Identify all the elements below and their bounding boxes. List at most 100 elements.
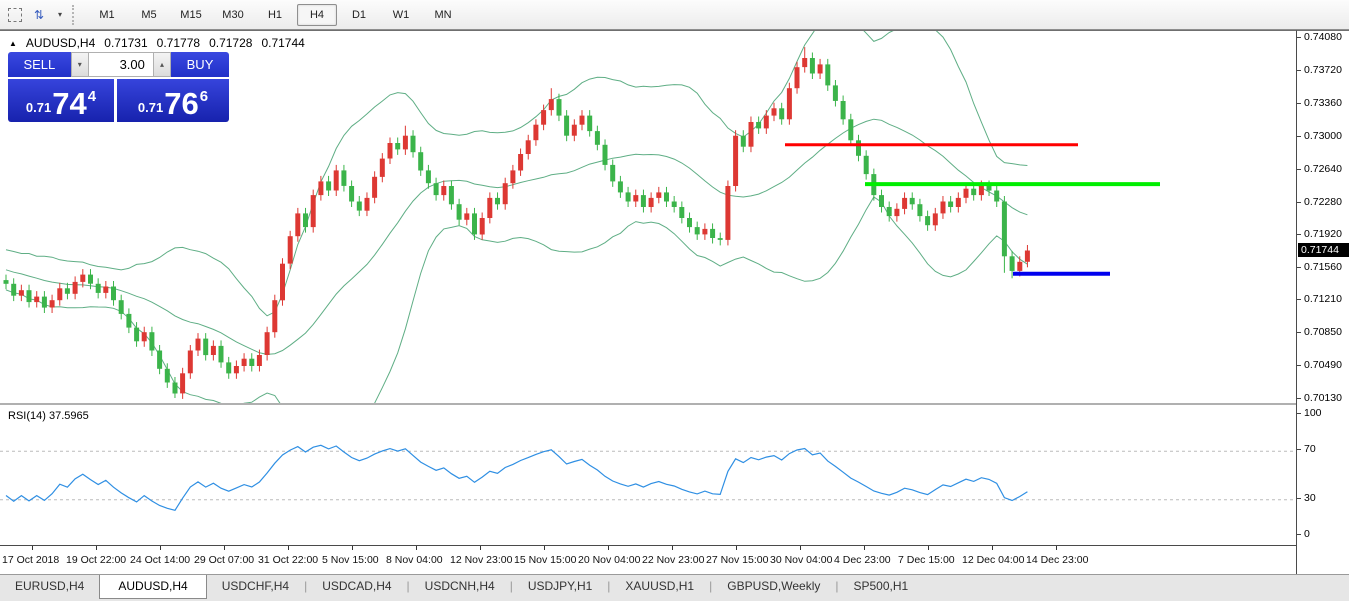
candle-body (333, 170, 339, 191)
ohlc-open: 0.71731 (104, 36, 148, 50)
candle-body (264, 332, 270, 355)
chart-tab-eurusd-h4[interactable]: EURUSD,H4 (15, 579, 85, 593)
candle-body (295, 213, 301, 237)
candle-body (617, 181, 623, 193)
chart-tab-sp500-h1[interactable]: SP500,H1 (853, 579, 909, 593)
buy-price-prefix: 0.71 (137, 100, 164, 115)
price-axis-label: 0.70130 (1304, 392, 1342, 404)
chart-tab-usdjpy-h1[interactable]: USDJPY,H1 (527, 579, 593, 593)
candle-body (986, 186, 992, 191)
collapse-triangle-icon[interactable]: ▲ (9, 38, 17, 48)
chart-tab-usdcnh-h4[interactable]: USDCNH,H4 (424, 579, 495, 593)
date-tick (96, 546, 97, 550)
candle-body (410, 135, 416, 153)
timeframe-button-d1[interactable]: D1 (351, 8, 367, 21)
candle-body (925, 216, 931, 226)
candle-body (164, 368, 170, 383)
date-axis-label: 24 Oct 14:00 (130, 554, 191, 566)
candle-body (479, 218, 485, 235)
date-tick (352, 546, 353, 550)
candle-body (249, 358, 255, 366)
volume-increase-button[interactable]: ▴ (152, 52, 172, 77)
timeframe-button-mn[interactable]: MN (434, 8, 452, 21)
timeframe-button-m15[interactable]: M15 (180, 8, 202, 21)
rsi-axis-label: 70 (1304, 443, 1316, 455)
date-axis-label: 29 Oct 07:00 (194, 554, 255, 566)
candle-body (195, 338, 201, 351)
rsi-indicator-pane[interactable]: RSI(14) 37.5965 (0, 403, 1296, 547)
candle-body (994, 190, 1000, 202)
rsi-axis-label: 0 (1304, 528, 1310, 540)
axis-tick (1297, 202, 1301, 203)
candle-body (840, 101, 846, 120)
bollinger-middle-band (5, 118, 1028, 355)
chart-tab-usdchf-h4[interactable]: USDCHF,H4 (221, 579, 290, 593)
date-tick (288, 546, 289, 550)
price-axis-label: 0.73360 (1304, 97, 1342, 109)
tab-separator: | (406, 579, 410, 593)
candle-body (218, 345, 224, 363)
candle-body (610, 164, 616, 182)
chart-tab-usdcad-h4[interactable]: USDCAD,H4 (322, 579, 392, 593)
timeframe-button-m1[interactable]: M1 (99, 8, 115, 21)
right-axis-column[interactable]: 0.74080 0.73720 0.73360 0.73000 0.72640 0.722… (1296, 30, 1349, 575)
date-axis[interactable]: 17 Oct 2018 19 Oct 22:00 24 Oct 14:00 29 Oc… (0, 545, 1296, 575)
candle-body (210, 345, 216, 355)
select-rectangle-icon[interactable] (6, 6, 24, 24)
buy-button[interactable]: BUY (171, 52, 229, 77)
timeframe-button-h4[interactable]: H4 (297, 3, 337, 26)
symbol-ohlc-line: ▲ AUDUSD,H4 0.71731 0.71778 0.71728 0.71… (9, 36, 305, 50)
volume-input[interactable] (88, 52, 153, 77)
candle-body (856, 140, 861, 156)
candle-body (963, 188, 969, 198)
date-axis-label: 30 Nov 04:00 (770, 554, 833, 566)
candle-body (41, 296, 47, 308)
timeframe-button-h1[interactable]: H1 (267, 8, 283, 21)
chart-tab-audusd-h4[interactable]: AUDUSD,H4 (99, 575, 207, 599)
candle-body (126, 313, 132, 328)
candle-body (149, 332, 155, 351)
candle-body (894, 208, 900, 217)
chart-tab-bar: EURUSD,H4 AUDUSD,H4 USDCHF,H4 | USDCAD,H4 | US… (0, 574, 1349, 601)
candle-body (571, 124, 577, 136)
timeframe-button-w1[interactable]: W1 (392, 8, 410, 21)
candle-body (379, 158, 385, 177)
tab-separator: | (304, 579, 308, 593)
candle-body (725, 186, 731, 240)
candle-body (802, 58, 808, 68)
chart-tab-xauusd-h1[interactable]: XAUUSD,H1 (625, 579, 695, 593)
date-tick (800, 546, 801, 550)
timeframe-button-m5[interactable]: M5 (141, 8, 157, 21)
candle-body (280, 263, 285, 301)
candle-body (541, 110, 547, 125)
ohlc-close: 0.71744 (261, 36, 305, 50)
candle-body (525, 140, 531, 154)
sell-price-button[interactable]: 0.71 74 4 (8, 79, 114, 122)
candle-body (978, 186, 984, 196)
caret-down-icon: ▾ (77, 60, 82, 69)
trade-panel-price-row: 0.71 74 4 0.71 76 6 (8, 79, 229, 122)
date-tick (480, 546, 481, 550)
candle-body (940, 201, 946, 214)
price-chart-pane[interactable]: ▲ AUDUSD,H4 0.71731 0.71778 0.71728 0.71… (0, 12, 1296, 448)
date-axis-label: 27 Nov 15:00 (706, 554, 769, 566)
volume-decrease-button[interactable]: ▾ (70, 52, 89, 77)
sell-button[interactable]: SELL (8, 52, 71, 77)
candle-body (3, 280, 9, 284)
candle-body (310, 195, 316, 228)
candle-body (233, 366, 239, 374)
chart-tab-gbpusd-weekly[interactable]: GBPUSD,Weekly (727, 579, 821, 593)
candle-body (640, 195, 646, 207)
timeframe-button-m30[interactable]: M30 (222, 8, 244, 21)
candle-body (49, 300, 55, 308)
toolbar-dropdown-button[interactable]: ▾ (54, 6, 64, 24)
buy-price-button[interactable]: 0.71 76 6 (117, 79, 229, 122)
axis-tick (1297, 70, 1301, 71)
swap-arrows-icon[interactable]: ⇅ (33, 7, 45, 22)
candle-body (187, 350, 193, 374)
axis-tick (1297, 449, 1301, 450)
candle-body (625, 192, 631, 202)
date-tick (544, 546, 545, 550)
candle-body (256, 355, 262, 366)
